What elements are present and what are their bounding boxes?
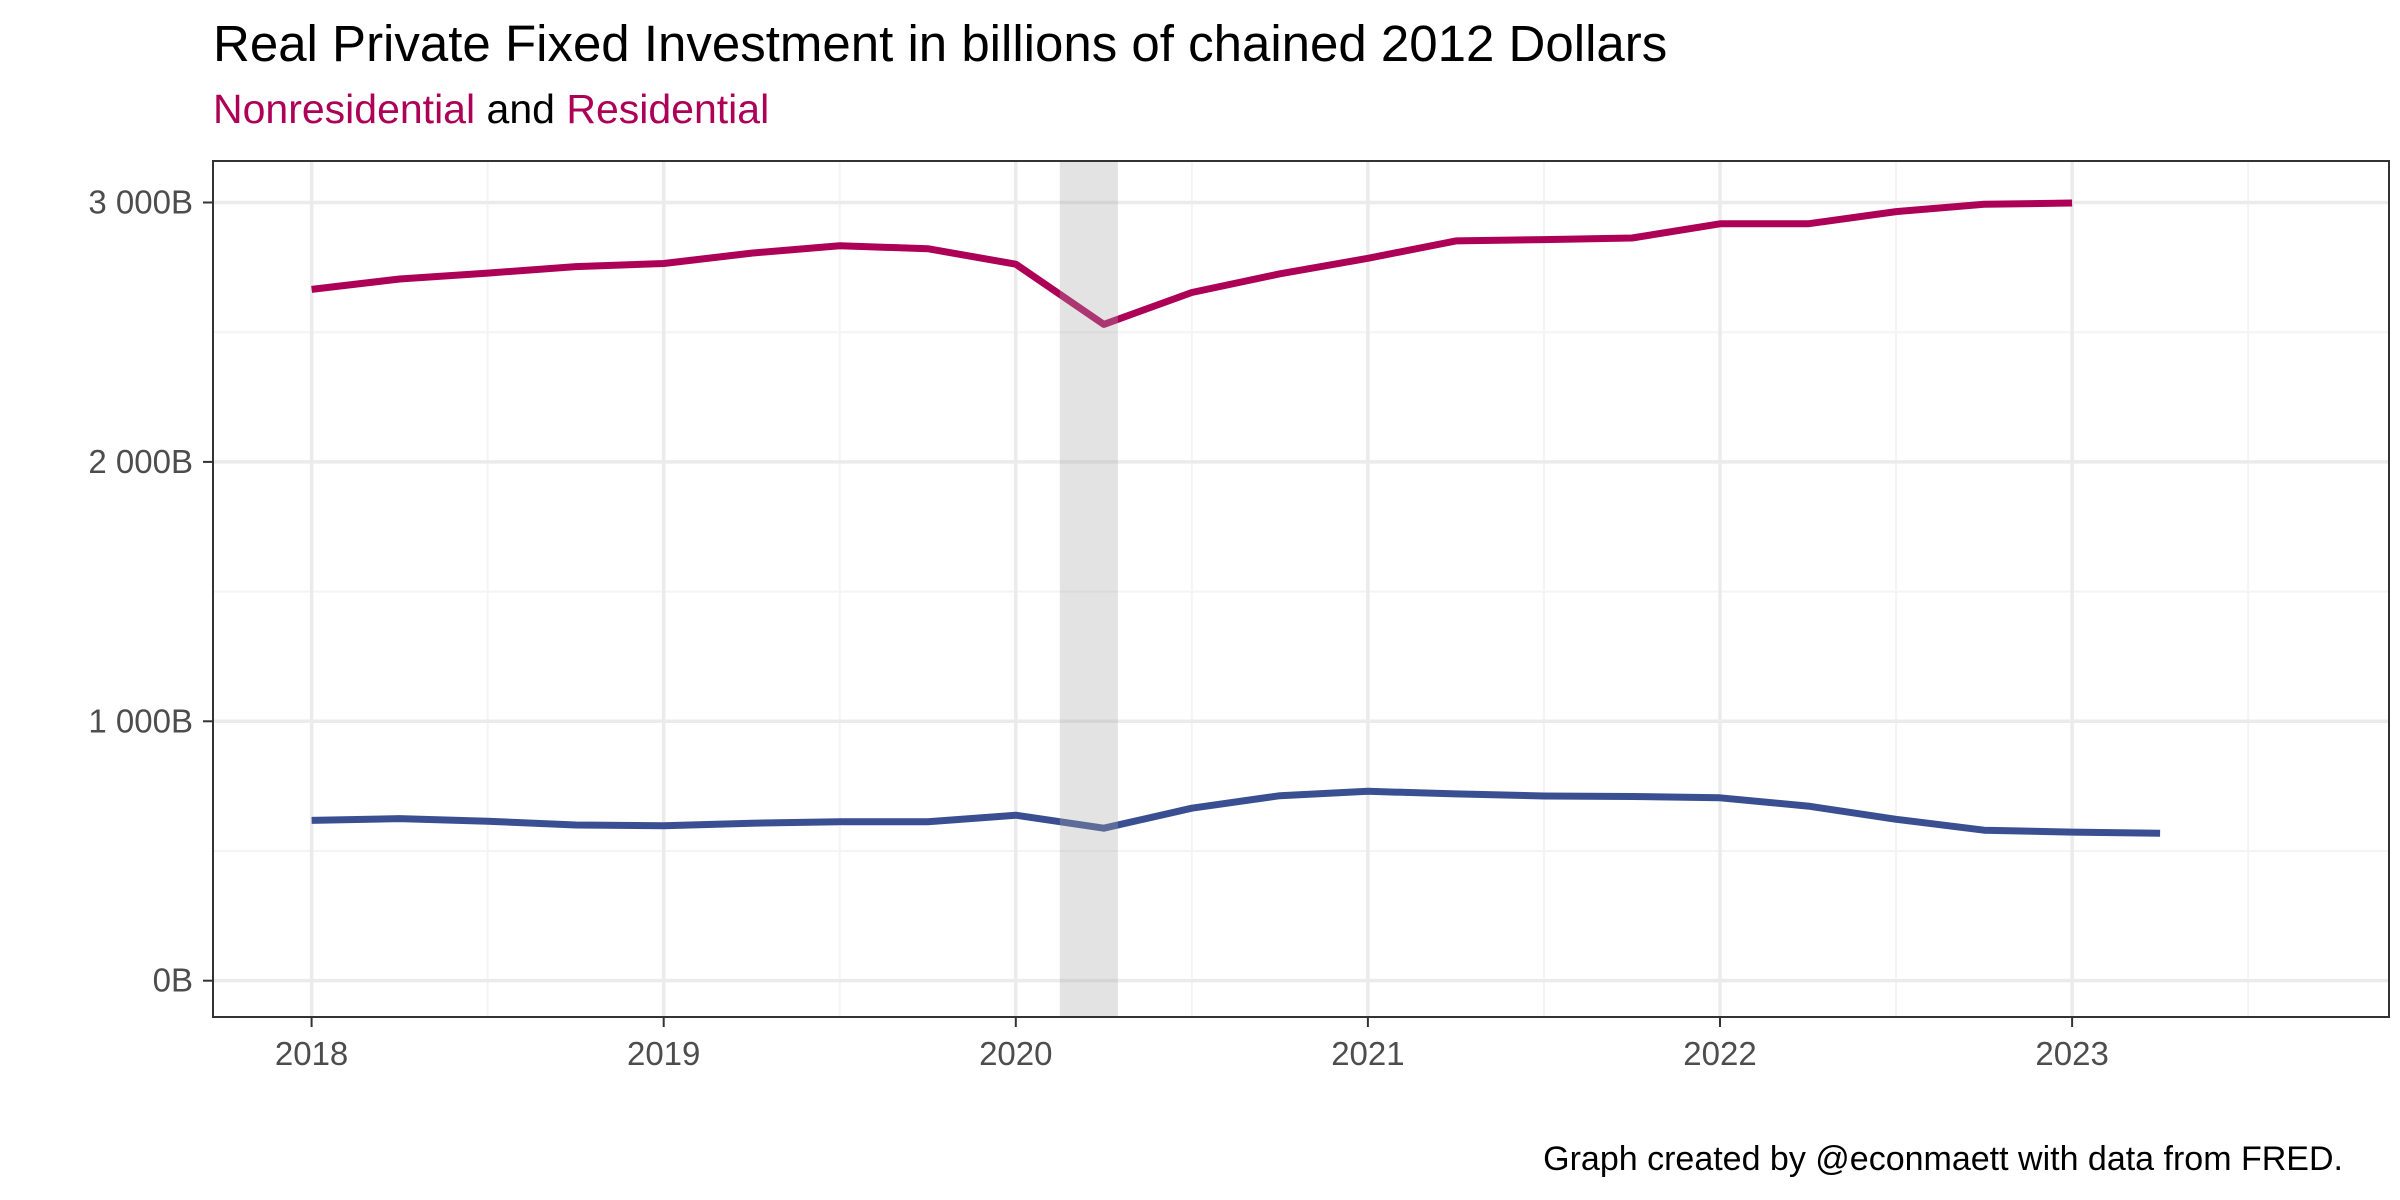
chart-subtitle: Nonresidential and Residential	[213, 86, 769, 133]
x-tick-label: 2023	[2035, 1035, 2108, 1072]
chart-title: Real Private Fixed Investment in billion…	[213, 15, 1668, 72]
y-tick-label: 0B	[153, 962, 193, 999]
x-tick-label: 2019	[627, 1035, 700, 1072]
y-tick-label: 3 000B	[88, 184, 193, 221]
series-line-nonresidential	[311, 199, 2073, 328]
subtitle-nonresidential: Nonresidential	[213, 86, 476, 132]
x-tick-label: 2022	[1683, 1035, 1756, 1072]
y-tick-label: 2 000B	[88, 443, 193, 480]
y-tick-label: 1 000B	[88, 702, 193, 739]
recession-shade	[1059, 161, 1118, 1017]
subtitle-residential: Residential	[566, 86, 770, 132]
x-tick-label: 2020	[979, 1035, 1052, 1072]
plot-border	[212, 160, 2390, 1018]
subtitle-and: and	[486, 86, 555, 132]
x-tick-label: 2018	[275, 1035, 348, 1072]
plot-panel	[213, 161, 2389, 1017]
chart-caption: Graph created by @econmaett with data fr…	[1543, 1140, 2343, 1178]
series-line-residential	[311, 787, 2161, 837]
x-tick-label: 2021	[1331, 1035, 1404, 1072]
